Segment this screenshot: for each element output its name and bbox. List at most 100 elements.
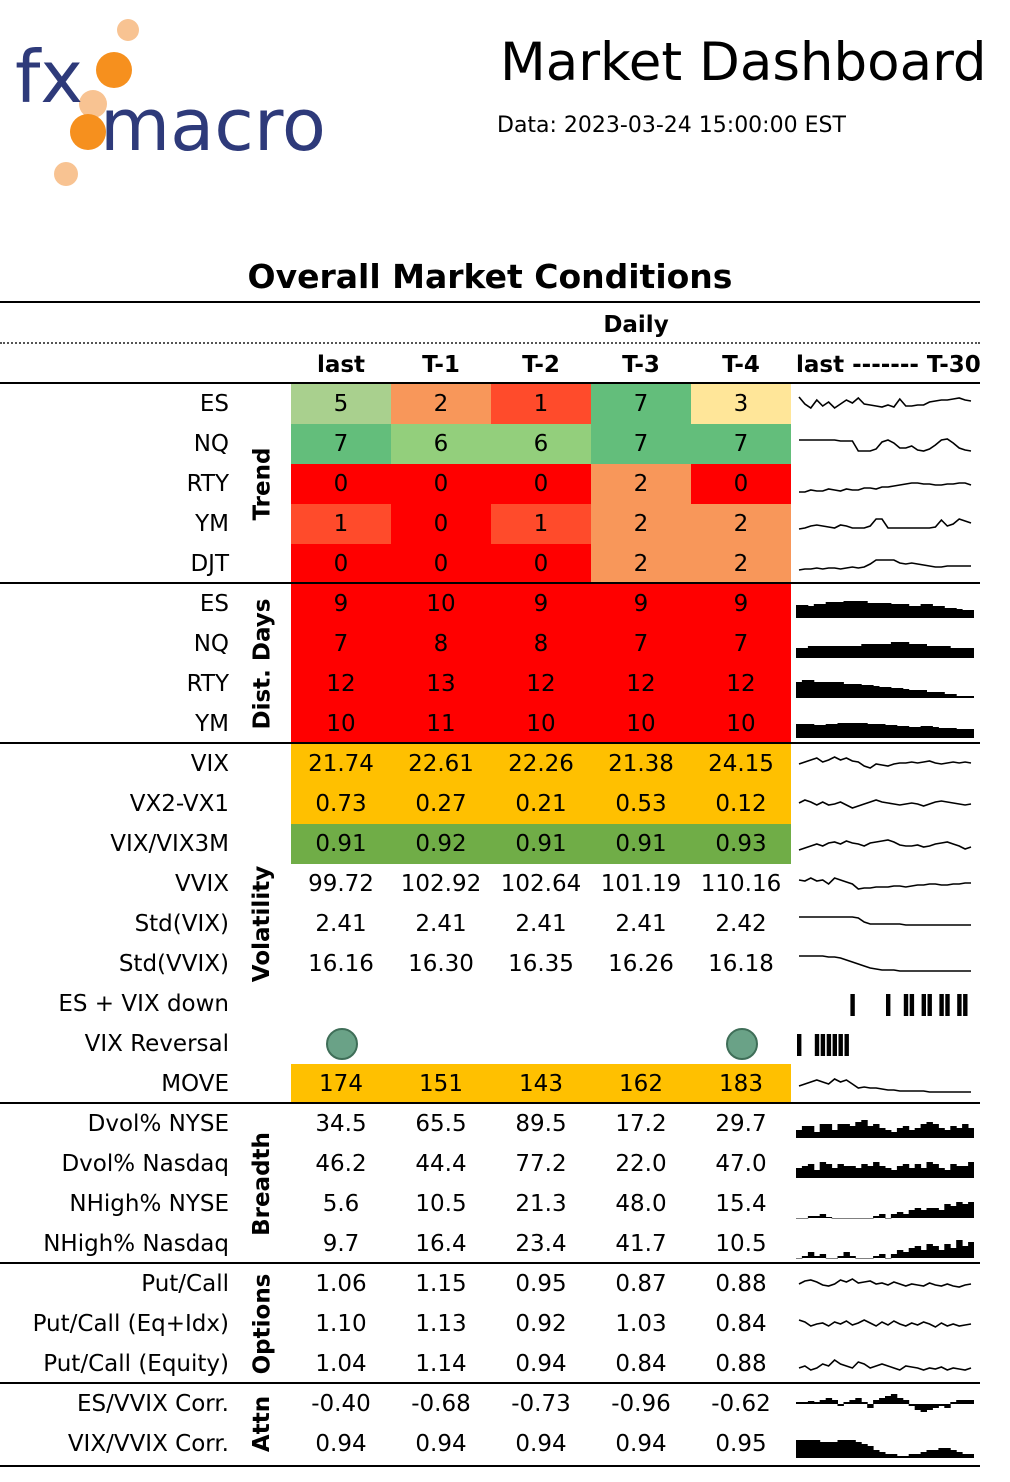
sparkline bbox=[796, 464, 974, 504]
value-cell: 23.4 bbox=[515, 1231, 567, 1257]
sparkline-bar bbox=[819, 1214, 827, 1218]
sparkline-bar bbox=[867, 1218, 874, 1219]
value-cell: 77.2 bbox=[515, 1151, 567, 1177]
value-cell: 2.42 bbox=[715, 911, 767, 937]
sparkline-bar bbox=[849, 1166, 856, 1178]
sparkline-path bbox=[799, 482, 972, 493]
sparkline-bar bbox=[867, 1166, 874, 1178]
row-label: YM bbox=[195, 711, 229, 737]
value-cell: 0 bbox=[691, 464, 791, 504]
sparkline-bar bbox=[950, 648, 957, 658]
value-cell: 46.2 bbox=[315, 1151, 367, 1177]
sparkline bbox=[796, 584, 974, 624]
sparkline-bar bbox=[890, 1214, 898, 1218]
sparkline-bar bbox=[801, 605, 809, 618]
sparkline-bar bbox=[896, 1250, 904, 1258]
sparkline-bar bbox=[902, 604, 910, 618]
sparkline-bar bbox=[932, 1404, 939, 1408]
sparkline-bar bbox=[926, 1404, 933, 1410]
sparkline-header: last ------- T-30 bbox=[796, 352, 981, 378]
sparkline-bar bbox=[914, 690, 922, 698]
sparkline-bar bbox=[867, 603, 874, 618]
value-cell: 0.87 bbox=[615, 1271, 667, 1297]
value-cell: 0.95 bbox=[515, 1271, 567, 1297]
sparkline-bar bbox=[920, 1168, 927, 1178]
value-cell: 3 bbox=[691, 384, 791, 424]
sparkline-bar bbox=[938, 1128, 945, 1138]
value-cell: 151 bbox=[391, 1064, 491, 1104]
sparkline bbox=[796, 424, 974, 464]
sparkline-path bbox=[798, 1319, 972, 1328]
row-label: VIX Reversal bbox=[84, 1031, 229, 1057]
sparkline-bar bbox=[873, 1256, 880, 1258]
sparkline-bar bbox=[944, 1448, 951, 1458]
sparkline-bar bbox=[938, 1250, 945, 1258]
sparkline-tick bbox=[886, 994, 891, 1016]
group-divider bbox=[0, 1262, 980, 1264]
sparkline-bar bbox=[861, 1164, 868, 1178]
sparkline-tick bbox=[844, 1034, 849, 1056]
sparkline-bar bbox=[813, 1216, 821, 1218]
sparkline-bar bbox=[867, 1446, 874, 1458]
logo-text-fx: fx bbox=[15, 35, 83, 119]
value-cell: 12 bbox=[591, 664, 691, 704]
sparkline-bar bbox=[843, 601, 850, 618]
sparkline-bar bbox=[920, 1210, 927, 1218]
sparkline-bar bbox=[926, 646, 933, 658]
sparkline-bar bbox=[914, 1454, 922, 1458]
section-title: Overall Market Conditions bbox=[247, 257, 733, 296]
value-cell: 0.27 bbox=[391, 784, 491, 824]
sparkline-bar bbox=[831, 724, 838, 738]
row-label: YM bbox=[195, 511, 229, 537]
table-row: VVIX 99.72 102.92 102.64 101.19 110.16 bbox=[0, 864, 980, 904]
sparkline-bar bbox=[831, 1168, 838, 1178]
sparkline-bar bbox=[950, 1450, 957, 1458]
value-cell: 10 bbox=[591, 704, 691, 744]
sparkline-bar bbox=[843, 646, 850, 658]
sparkline-bar bbox=[837, 1440, 844, 1458]
value-cell bbox=[291, 984, 391, 1024]
group-label-trend: Trend bbox=[247, 384, 277, 584]
row-label: VIX/VVIX Corr. bbox=[67, 1431, 229, 1457]
sparkline-bar bbox=[962, 729, 969, 738]
sparkline-bar bbox=[825, 1442, 833, 1458]
sparkline-bar bbox=[796, 1218, 803, 1219]
sparkline-bar bbox=[831, 1400, 838, 1404]
row-label: NHigh% NYSE bbox=[69, 1191, 229, 1217]
value-cell: 102.64 bbox=[500, 871, 582, 897]
sparkline-bar bbox=[873, 724, 880, 738]
sparkline-bar bbox=[950, 1206, 957, 1218]
table-row: Std(VVIX) 16.16 16.30 16.35 16.26 16.18 bbox=[0, 944, 980, 984]
sparkline-bar bbox=[926, 1162, 933, 1178]
sparkline-tick bbox=[797, 1034, 802, 1056]
value-cell: 48.0 bbox=[615, 1191, 667, 1217]
sparkline bbox=[796, 704, 974, 744]
sparkline-path bbox=[798, 559, 971, 571]
sparkline-bar bbox=[849, 1400, 856, 1404]
sparkline bbox=[796, 664, 974, 704]
sparkline-bar bbox=[896, 726, 904, 738]
sparkline-bar bbox=[944, 646, 951, 658]
sparkline-bar bbox=[796, 1130, 803, 1138]
value-cell: 7 bbox=[291, 424, 391, 464]
value-cell: 10 bbox=[291, 704, 391, 744]
sparkline-bar bbox=[920, 1452, 927, 1458]
sparkline-tick bbox=[903, 994, 909, 1016]
sparkline-bar bbox=[849, 1256, 856, 1258]
sparkline-bar bbox=[807, 1401, 815, 1404]
sparkline-bar bbox=[825, 1217, 833, 1218]
sparkline-bar bbox=[956, 609, 963, 618]
row-label: NHigh% Nasdaq bbox=[43, 1231, 229, 1257]
sparkline-bar bbox=[950, 728, 957, 738]
sparkline-bar bbox=[896, 688, 904, 698]
sparkline-bar bbox=[819, 646, 827, 658]
value-cell: 0.21 bbox=[491, 784, 591, 824]
sparkline-bar bbox=[932, 646, 939, 658]
row-label: MOVE bbox=[161, 1071, 229, 1097]
sparkline-bar bbox=[956, 648, 963, 658]
sparkline bbox=[796, 944, 974, 984]
sparkline-bar bbox=[908, 1454, 916, 1458]
sparkline-bar bbox=[867, 1404, 874, 1408]
sparkline-bar bbox=[831, 602, 838, 618]
sparkline-bar bbox=[938, 1168, 945, 1178]
